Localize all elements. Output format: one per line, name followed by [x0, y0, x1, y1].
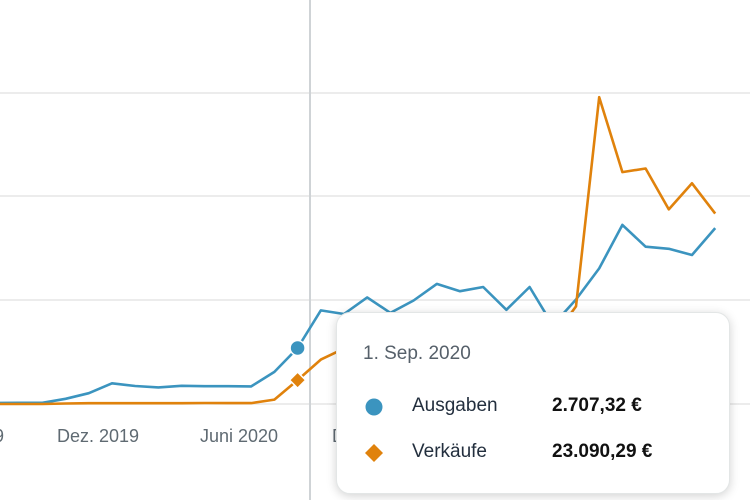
chart-tooltip: 1. Sep. 2020 Ausgaben 2.707,32 € Verkäuf… — [336, 312, 730, 494]
tooltip-series-name: Verkäufe — [412, 441, 487, 462]
hover-marker-verkäufe — [288, 371, 307, 390]
tooltip-series-value: 23.090,29 € — [552, 441, 653, 462]
diamond-marker-icon — [365, 444, 383, 462]
tooltip-row-ausgaben: Ausgaben 2.707,32 € — [363, 391, 713, 421]
series-line-ausgaben — [0, 223, 717, 405]
x-tick-label: Juni 2020 — [200, 426, 278, 446]
tooltip-row-verkaeufe: Verkäufe 23.090,29 € — [363, 437, 713, 467]
tooltip-series-name: Ausgaben — [412, 395, 498, 416]
tooltip-date: 1. Sep. 2020 — [363, 343, 471, 364]
tooltip-series-value: 2.707,32 € — [552, 395, 642, 416]
hover-marker-ausgaben — [289, 339, 306, 357]
circle-marker-icon — [365, 398, 383, 416]
x-tick-label: Dez. 2019 — [57, 426, 139, 446]
x-tick-label: 9 — [0, 426, 4, 446]
hover-markers — [288, 339, 307, 390]
